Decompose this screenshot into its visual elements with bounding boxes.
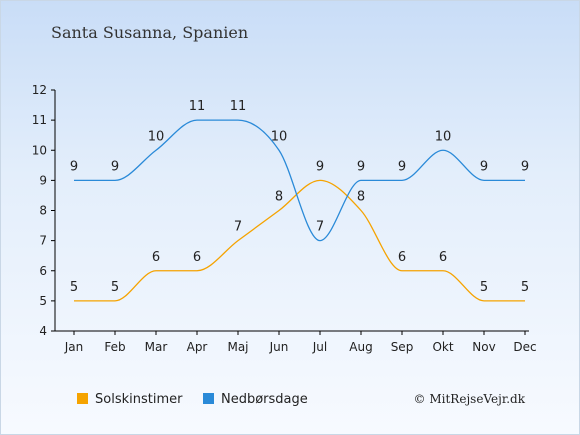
series-lines <box>73 119 525 302</box>
x-tick-label: Sep <box>391 340 414 354</box>
data-label: 10 <box>271 129 288 144</box>
x-tick-label: Aug <box>349 340 372 354</box>
y-tick-label: 9 <box>39 173 47 187</box>
data-label: 9 <box>70 159 78 174</box>
data-label: 6 <box>398 250 406 265</box>
y-tick-label: 7 <box>39 234 47 248</box>
credit-text: © MitRejseVejr.dk <box>414 392 526 406</box>
data-label: 6 <box>152 250 160 265</box>
legend-label-1: Solskinstimer <box>95 392 183 407</box>
y-tick-label: 5 <box>39 294 47 308</box>
y-tick-label: 11 <box>32 113 47 127</box>
x-tick-label: Dec <box>513 340 536 354</box>
data-label: 6 <box>439 250 447 265</box>
legend: Solskinstimer Nedbørsdage <box>77 392 308 407</box>
data-label: 9 <box>521 159 529 174</box>
chart-title: Santa Susanna, Spanien <box>51 23 248 42</box>
x-tick-label: Okt <box>432 340 453 354</box>
x-tick-label: Mar <box>145 340 168 354</box>
data-label: 8 <box>275 190 283 205</box>
series-line-1 <box>73 179 525 302</box>
y-tick-label: 12 <box>32 83 47 97</box>
axes: 4 5 6 7 8 9 10 11 12 Jan Feb Mar Apr Maj Jun Jul Aug Sep O… <box>32 83 537 354</box>
data-labels: 5 5 6 6 7 8 9 8 6 6 5 5 9 9 10 11 11 10 7 9 9 10 9 9 <box>70 99 529 295</box>
data-label: 10 <box>148 129 165 144</box>
legend-swatch-1 <box>77 393 88 404</box>
y-tick-label: 6 <box>39 264 47 278</box>
legend-label-2: Nedbørsdage <box>221 392 308 407</box>
data-label: 9 <box>111 159 119 174</box>
data-label: 11 <box>230 99 247 114</box>
data-label: 5 <box>480 280 488 295</box>
data-label: 5 <box>70 280 78 295</box>
data-label: 5 <box>111 280 119 295</box>
legend-swatch-2 <box>203 393 214 404</box>
data-label: 8 <box>357 190 365 205</box>
data-label: 9 <box>480 159 488 174</box>
x-tick-label: Jul <box>312 340 327 354</box>
x-tick-label: Apr <box>187 340 208 354</box>
x-tick-label: Feb <box>104 340 125 354</box>
data-label: 9 <box>316 159 324 174</box>
y-tick-label: 10 <box>32 143 47 157</box>
data-label: 5 <box>521 280 529 295</box>
data-label: 7 <box>234 220 242 235</box>
data-label: 7 <box>316 220 324 235</box>
x-tick-label: Jan <box>64 340 84 354</box>
data-label: 9 <box>357 159 365 174</box>
y-tick-label: 8 <box>39 204 47 218</box>
data-label: 6 <box>193 250 201 265</box>
x-tick-label: Maj <box>227 340 248 354</box>
x-tick-label: Nov <box>472 340 495 354</box>
x-tick-label: Jun <box>269 340 289 354</box>
data-label: 10 <box>435 129 452 144</box>
series-line-2 <box>74 119 525 242</box>
y-tick-label: 4 <box>39 324 47 338</box>
data-label: 11 <box>189 99 206 114</box>
data-label: 9 <box>398 159 406 174</box>
